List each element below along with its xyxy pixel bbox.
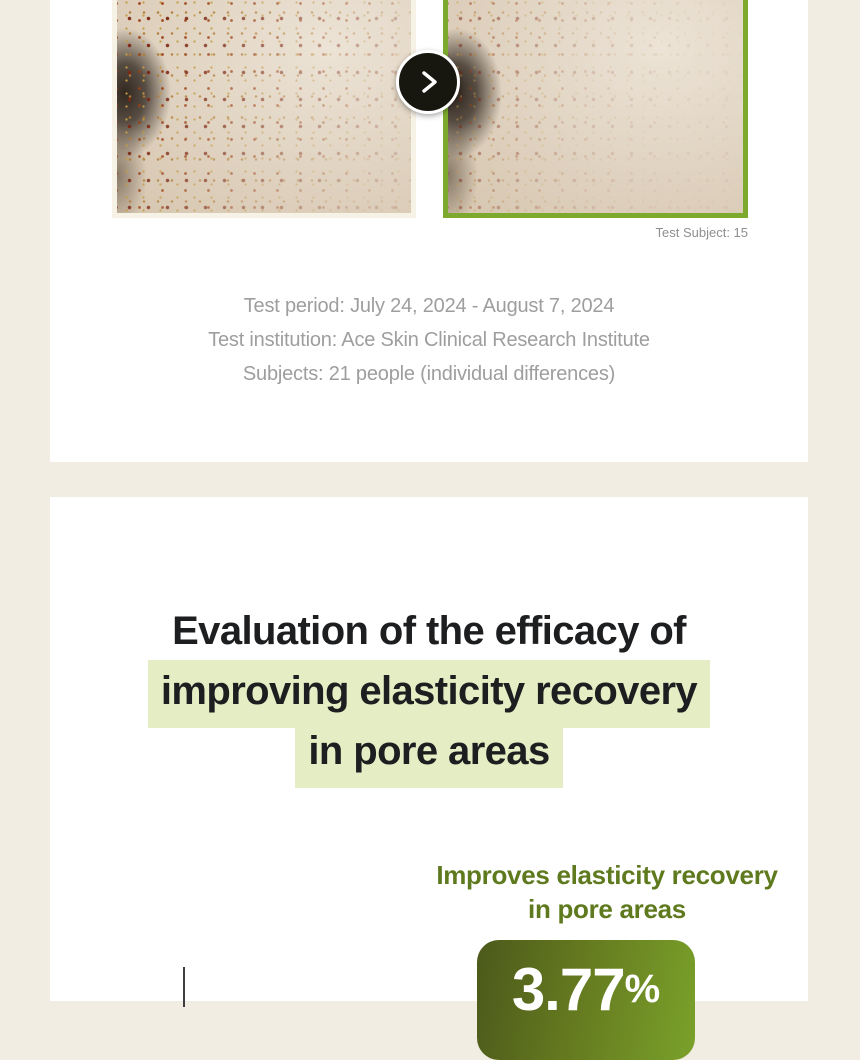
evaluation-title-line-3: in pore areas xyxy=(50,720,808,788)
chart-value-number: 3.77 xyxy=(511,956,626,1023)
evaluation-title: Evaluation of the efficacy of improving … xyxy=(50,601,808,788)
chevron-right-icon xyxy=(422,71,437,93)
chart-label-line-1: Improves elasticity recovery xyxy=(436,860,778,890)
pore-speckles xyxy=(448,0,743,213)
evaluation-title-line-2: improving elasticity recovery xyxy=(50,660,808,728)
test-institution-line: Test institution: Ace Skin Clinical Rese… xyxy=(208,329,650,351)
chart-label: Improves elasticity recovery in pore are… xyxy=(407,858,807,926)
chart-value-badge: 3.77% xyxy=(477,940,695,1060)
evaluation-title-line-1: Evaluation of the efficacy of xyxy=(172,609,686,653)
test-info-block: Test period: July 24, 2024 - August 7, 2… xyxy=(50,289,808,391)
chart-value-unit: % xyxy=(624,967,661,1011)
after-photo-image xyxy=(448,0,743,213)
clinical-test-card: Test Subject: 15 Test period: July 24, 2… xyxy=(50,0,808,462)
before-photo xyxy=(112,0,416,218)
pore-speckles xyxy=(117,0,411,213)
chart-label-line-2: in pore areas xyxy=(528,894,686,924)
next-slide-button[interactable] xyxy=(396,50,460,114)
after-photo xyxy=(443,0,748,218)
before-after-photos xyxy=(50,0,808,218)
test-subject-caption: Test Subject: 15 xyxy=(655,225,749,240)
test-subjects-line: Subjects: 21 people (individual differen… xyxy=(242,363,616,385)
chart-y-axis xyxy=(183,967,185,1007)
elasticity-evaluation-card: Evaluation of the efficacy of improving … xyxy=(50,497,808,1060)
before-photo-image xyxy=(117,0,411,213)
test-period-line: Test period: July 24, 2024 - August 7, 2… xyxy=(243,295,615,317)
